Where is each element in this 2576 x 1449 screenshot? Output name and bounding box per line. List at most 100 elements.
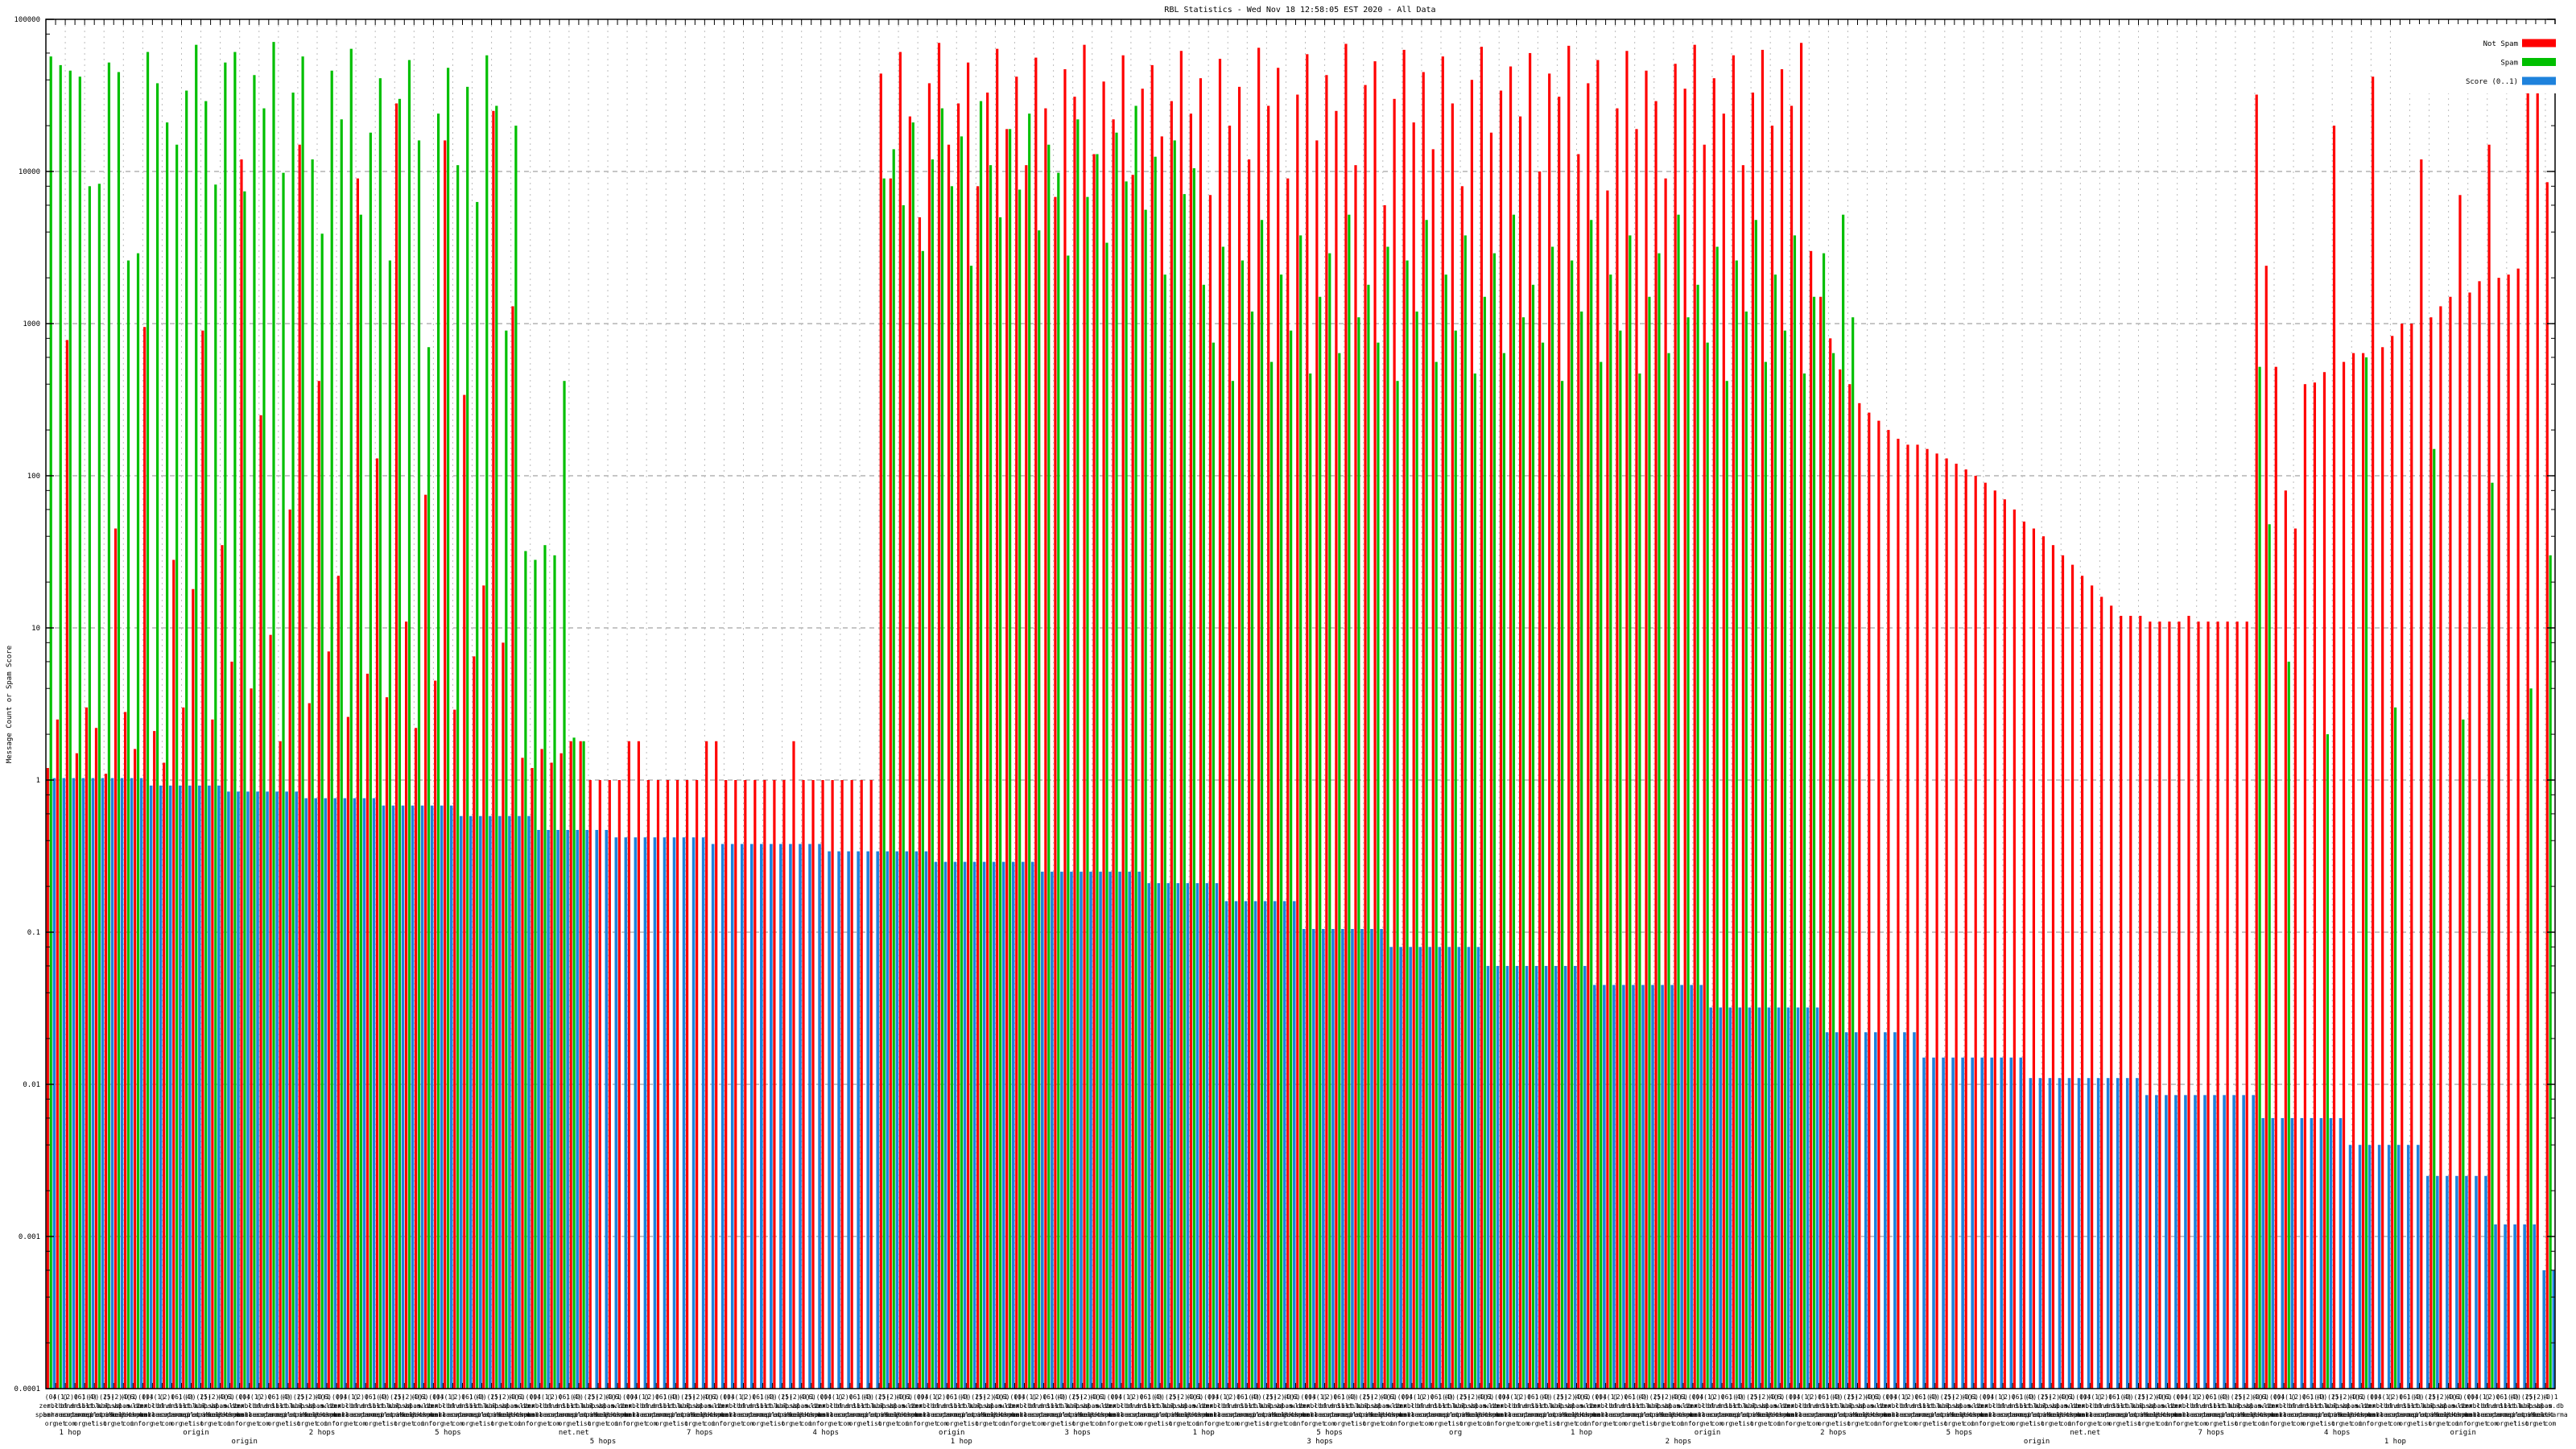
svg-text:xbl.vz: xbl.vz xyxy=(1550,1402,1574,1410)
svg-text:list.b: list.b xyxy=(1337,1402,1360,1410)
bar xyxy=(353,798,357,1389)
svg-text:mailspike: mailspike xyxy=(373,1411,408,1418)
svg-text:net: net xyxy=(2147,1420,2159,1427)
svg-text:spamhaus: spamhaus xyxy=(1488,1411,1520,1418)
svg-text:surriel: surriel xyxy=(2323,1411,2351,1418)
bar xyxy=(2187,616,2190,1389)
svg-text:1(4): 1(4) xyxy=(760,1393,775,1401)
svg-text:bl.sc: bl.sc xyxy=(60,1402,80,1410)
svg-text:junkemail: junkemail xyxy=(1670,1411,1706,1418)
svg-text:(2)0: (2)0 xyxy=(1806,1393,1822,1401)
svg-text:dnsbl: dnsbl xyxy=(845,1402,865,1410)
svg-text:net: net xyxy=(1179,1420,1191,1427)
x-sub-label: 2 hops xyxy=(309,1429,336,1437)
bar xyxy=(524,551,527,1389)
bar xyxy=(1916,444,1919,1389)
bar xyxy=(582,741,585,1389)
svg-text:(2)0: (2)0 xyxy=(2097,1393,2112,1401)
svg-text:com: com xyxy=(1517,1420,1530,1427)
svg-text:surriel: surriel xyxy=(1451,1411,1479,1418)
svg-text:(2)0: (2)0 xyxy=(1128,1393,1143,1401)
svg-text:spamhaus: spamhaus xyxy=(1973,1411,2004,1418)
svg-text:com: com xyxy=(840,1420,852,1427)
svg-text:org: org xyxy=(1236,1420,1249,1427)
svg-text:hostkarma: hostkarma xyxy=(1370,1411,1406,1418)
svg-text:org: org xyxy=(2041,1420,2053,1427)
bar xyxy=(253,75,256,1389)
bar xyxy=(1202,284,1205,1389)
svg-text:1(4): 1(4) xyxy=(1051,1393,1066,1401)
bar xyxy=(1409,947,1412,1389)
bar xyxy=(123,712,127,1389)
svg-text:rbl.dns: rbl.dns xyxy=(435,1402,462,1410)
svg-text:cbl.ab: cbl.ab xyxy=(572,1402,595,1410)
svg-text:net: net xyxy=(500,1420,512,1427)
bar xyxy=(269,634,272,1389)
bar xyxy=(201,330,204,1389)
bar xyxy=(2536,62,2539,1389)
svg-text:4(1): 4(1) xyxy=(731,1393,746,1401)
bar xyxy=(624,837,628,1389)
svg-text:(2)4: (2)4 xyxy=(2242,1393,2257,1401)
svg-text:xbl.vz: xbl.vz xyxy=(582,1402,605,1410)
svg-text:mailspike: mailspike xyxy=(1245,1411,1280,1418)
svg-text:1(4): 1(4) xyxy=(1728,1393,1744,1401)
svg-text:rbl.dns: rbl.dns xyxy=(1984,1402,2012,1410)
bar xyxy=(1603,985,1606,1389)
svg-text:org: org xyxy=(975,1420,987,1427)
svg-text:com: com xyxy=(2195,1420,2207,1427)
svg-text:bl.sc: bl.sc xyxy=(448,1402,467,1410)
svg-text:net: net xyxy=(859,1420,871,1427)
svg-text:cbl.ab: cbl.ab xyxy=(2316,1402,2339,1410)
svg-text:(0)1: (0)1 xyxy=(2058,1393,2074,1401)
bar xyxy=(2245,621,2248,1389)
bar xyxy=(1399,947,1402,1389)
svg-text:hostkarma: hostkarma xyxy=(2049,1411,2084,1418)
svg-text:sorbs: sorbs xyxy=(2483,1411,2502,1418)
bar xyxy=(1521,317,1525,1389)
bar xyxy=(869,780,873,1389)
svg-text:info: info xyxy=(2455,1420,2471,1427)
svg-text:bl.sc: bl.sc xyxy=(932,1402,952,1410)
svg-text:net: net xyxy=(2021,1420,2033,1427)
svg-text:mailspike: mailspike xyxy=(82,1411,118,1418)
svg-text:net: net xyxy=(733,1420,745,1427)
bar xyxy=(85,707,89,1389)
svg-text:psbl.s: psbl.s xyxy=(204,1402,227,1410)
bar xyxy=(927,83,931,1389)
svg-text:list: list xyxy=(1641,1420,1657,1427)
svg-text:junkemail: junkemail xyxy=(2155,1411,2190,1418)
svg-text:(6): (6) xyxy=(1721,1393,1732,1401)
svg-text:(5): (5) xyxy=(588,1393,599,1401)
bar xyxy=(159,785,163,1389)
svg-text:bl.sc: bl.sc xyxy=(738,1402,758,1410)
svg-text:org: org xyxy=(530,1420,542,1427)
bar xyxy=(1638,373,1641,1389)
x-sub-label: origin xyxy=(2024,1438,2050,1446)
svg-text:spamcop: spamcop xyxy=(2004,1411,2031,1418)
bar xyxy=(1441,56,1444,1389)
bar xyxy=(1044,108,1047,1389)
bar xyxy=(266,791,269,1389)
svg-text:net: net xyxy=(1023,1420,1035,1427)
svg-text:wl.mx: wl.mx xyxy=(2356,1402,2376,1410)
bar xyxy=(1386,246,1389,1389)
svg-text:psbl.s: psbl.s xyxy=(592,1402,615,1410)
bar xyxy=(886,851,890,1389)
bar xyxy=(1667,353,1670,1389)
svg-text:hostkarma: hostkarma xyxy=(111,1411,147,1418)
svg-text:junkemail: junkemail xyxy=(895,1411,931,1418)
svg-text:(0)1: (0)1 xyxy=(411,1393,427,1401)
bar xyxy=(1277,68,1280,1389)
bar xyxy=(1444,275,1447,1389)
svg-text:dnsbl: dnsbl xyxy=(264,1402,283,1410)
bar xyxy=(285,791,288,1389)
svg-text:list: list xyxy=(1254,1420,1269,1427)
bar xyxy=(1422,72,1425,1389)
svg-text:com: com xyxy=(1963,1420,1975,1427)
bar xyxy=(1583,965,1587,1389)
bar xyxy=(240,159,243,1389)
svg-text:(2)4: (2)4 xyxy=(1274,1393,1289,1401)
svg-text:psbl.s: psbl.s xyxy=(1366,1402,1389,1410)
bar xyxy=(230,661,233,1389)
